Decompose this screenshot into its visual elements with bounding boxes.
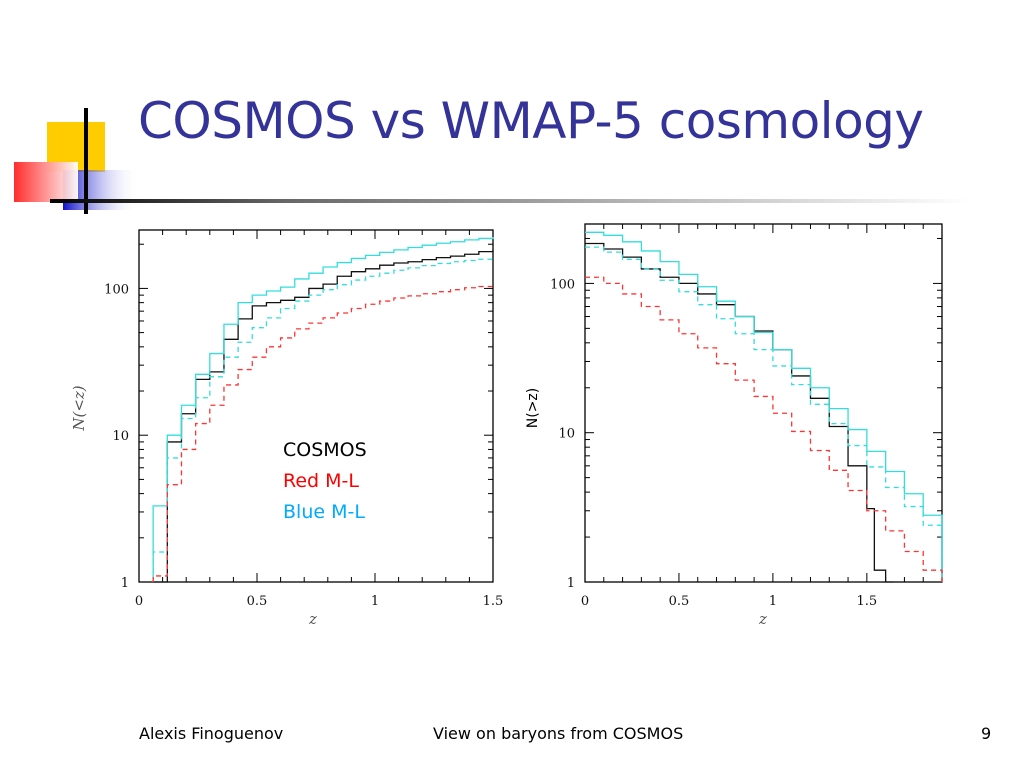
- chart-left-legend: COSMOS Red M-L Blue M-L: [283, 439, 367, 523]
- chart-left-series-cosmos: [153, 249, 494, 583]
- chart-left-series-blue-m-l: [152, 237, 494, 582]
- chart-left-xlabel: z: [308, 610, 317, 628]
- chart-left-frame: [138, 229, 494, 583]
- footer-title: View on baryons from COSMOS: [433, 724, 684, 743]
- chart-right-series-red-m-l: [585, 276, 943, 582]
- chart-left: 1 10 100 0 0.5 1 1.5 z N(<z) COSMOS Red M-L Bl…: [70, 229, 503, 628]
- chart-left-series: [152, 237, 494, 583]
- chart-left-xtick-label: 0: [135, 594, 143, 609]
- chart-right-xtick-label: 1.5: [856, 594, 877, 609]
- chart-left-ytick-label: 1: [121, 576, 129, 591]
- legend-entry-red-ml: Red M-L: [283, 470, 359, 492]
- legend-entry-cosmos: COSMOS: [283, 439, 367, 461]
- chart-left-xtick-label: 0.5: [247, 594, 268, 609]
- chart-left-series-red-m-l: [152, 285, 494, 582]
- chart-right-ticks: 1 10 100 0 0.5 1 1.5: [550, 224, 943, 609]
- chart-right-ytick-label: 100: [550, 277, 575, 292]
- footer-page-number: 9: [981, 724, 992, 743]
- chart-left-xtick-label: 1: [371, 594, 379, 609]
- chart-right: 1 10 100 0 0.5 1 1.5 z N(>z): [525, 223, 943, 628]
- chart-left-ytick-label: 10: [112, 429, 129, 444]
- chart-left-ylabel: N(<z): [70, 385, 88, 431]
- chart-right-xtick-label: 0: [581, 594, 589, 609]
- chart-left-xtick-label: 1.5: [483, 594, 504, 609]
- footer-author: Alexis Finoguenov: [139, 724, 284, 743]
- chart-right-frame: [584, 223, 943, 583]
- slide-title: COSMOS vs WMAP-5 cosmology: [138, 92, 924, 150]
- chart-right-ylabel: N(>z): [525, 388, 541, 428]
- chart-left-ytick-label: 100: [104, 282, 129, 297]
- chart-left-series-blue-m-l-5-yr: [152, 258, 494, 582]
- chart-right-series: [585, 231, 943, 583]
- chart-right-series-blue-m-l-5-yr: [585, 246, 943, 582]
- chart-right-series-blue-m-l: [585, 231, 943, 582]
- chart-right-ytick-label: 1: [567, 576, 575, 591]
- chart-right-xlabel: z: [758, 610, 767, 628]
- chart-right-xtick-label: 1: [769, 594, 777, 609]
- chart-right-ytick-label: 10: [558, 427, 575, 442]
- legend-entry-blue-ml: Blue M-L: [283, 501, 365, 523]
- chart-right-xtick-label: 0.5: [669, 594, 690, 609]
- chart-right-series-cosmos: [585, 242, 894, 583]
- chart-left-ticks: 1 10 100 0 0.5 1 1.5: [104, 230, 503, 609]
